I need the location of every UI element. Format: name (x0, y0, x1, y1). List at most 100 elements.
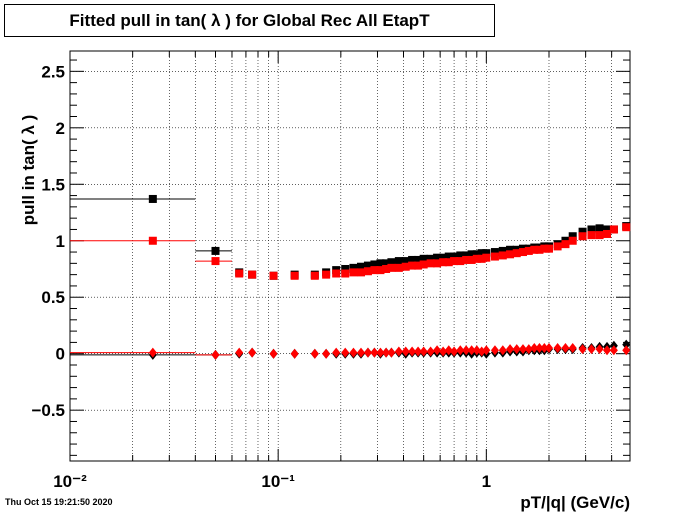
data-point (498, 345, 507, 356)
data-point (472, 254, 481, 263)
data-point (540, 343, 549, 354)
x-axis-label: pT/|q| (GeV/c) (520, 493, 630, 512)
frame (69, 50, 631, 462)
data-point (568, 343, 577, 354)
data-point (512, 344, 521, 355)
data-point (370, 347, 379, 358)
data-point (450, 346, 459, 357)
data-point (376, 266, 385, 275)
data-point (498, 251, 507, 260)
data-point (490, 345, 499, 356)
data-point (587, 225, 596, 234)
data-point (462, 251, 471, 260)
data-point (568, 232, 577, 241)
data-point (363, 347, 372, 358)
data-point (408, 346, 417, 357)
data-point (535, 245, 544, 254)
data-point (211, 257, 220, 266)
data-point (578, 344, 587, 355)
series-1 (70, 223, 631, 280)
data-point (530, 245, 539, 254)
data-point (394, 263, 403, 272)
data-point (439, 258, 448, 267)
data-point (269, 348, 278, 359)
data-point (269, 271, 278, 280)
data-point (444, 258, 453, 267)
data-point (506, 250, 515, 259)
data-point (370, 266, 379, 275)
data-point (426, 254, 435, 263)
data-point (462, 255, 471, 264)
data-point (456, 257, 465, 266)
data-point (310, 271, 319, 280)
ticks-layer (69, 51, 630, 461)
data-point (376, 347, 385, 358)
data-point (349, 268, 358, 277)
data-point (148, 194, 157, 203)
data-point (408, 261, 417, 270)
data-point (544, 244, 553, 253)
data-point (561, 240, 570, 249)
data-point (622, 223, 631, 232)
data-point (211, 246, 220, 255)
data-point (540, 244, 549, 253)
data-point (456, 345, 465, 356)
data-point (439, 346, 448, 357)
data-point (603, 225, 612, 234)
data-point (370, 260, 379, 269)
data-point (387, 263, 396, 272)
data-point (498, 246, 507, 255)
y-tick-label: 2 (56, 119, 65, 138)
data-point (506, 344, 515, 355)
y-tick-label: 0.5 (41, 288, 65, 307)
data-point (363, 267, 372, 276)
data-point (235, 269, 244, 278)
data-point (595, 231, 604, 240)
data-point (387, 347, 396, 358)
data-point (544, 343, 553, 354)
x-tick-label: 1 (482, 472, 491, 491)
data-point (524, 246, 533, 255)
data-point (310, 348, 319, 359)
data-point (490, 252, 499, 261)
y-tick-label: 1.5 (41, 175, 65, 194)
x-tick-label: 10⁻² (53, 472, 87, 491)
data-point (401, 346, 410, 357)
data-point (322, 348, 331, 359)
data-point (467, 255, 476, 264)
data-point (553, 343, 562, 354)
data-point (467, 250, 476, 259)
data-point (450, 257, 459, 266)
data-point (512, 249, 521, 258)
data-point (382, 259, 391, 268)
data-point (408, 255, 417, 264)
data-point (341, 264, 350, 273)
data-point (426, 259, 435, 268)
grid-layer (69, 51, 630, 461)
data-point (419, 254, 428, 263)
data-point (148, 347, 157, 358)
data-point (568, 236, 577, 245)
data-point (332, 269, 341, 278)
data-point (506, 245, 515, 254)
series-layer (70, 194, 631, 360)
y-tick-label: 0 (56, 345, 65, 364)
data-point (622, 345, 631, 356)
datestamp: Thu Oct 15 19:21:50 2020 (5, 497, 113, 507)
data-point (535, 343, 544, 354)
data-point (419, 260, 428, 269)
data-point (482, 249, 491, 258)
data-point (609, 225, 618, 234)
data-point (587, 231, 596, 240)
data-point (490, 248, 499, 257)
labels-layer: 10⁻² 10⁻¹ 1 −0.5 0 0.5 1 1.5 2 2.5 (31, 62, 491, 491)
data-point (433, 253, 442, 262)
data-point (349, 263, 358, 272)
data-point (248, 270, 257, 279)
data-point (401, 262, 410, 271)
data-point (467, 345, 476, 356)
data-point (622, 339, 631, 350)
data-point (341, 347, 350, 358)
x-tick-label: 10⁻¹ (261, 472, 295, 491)
